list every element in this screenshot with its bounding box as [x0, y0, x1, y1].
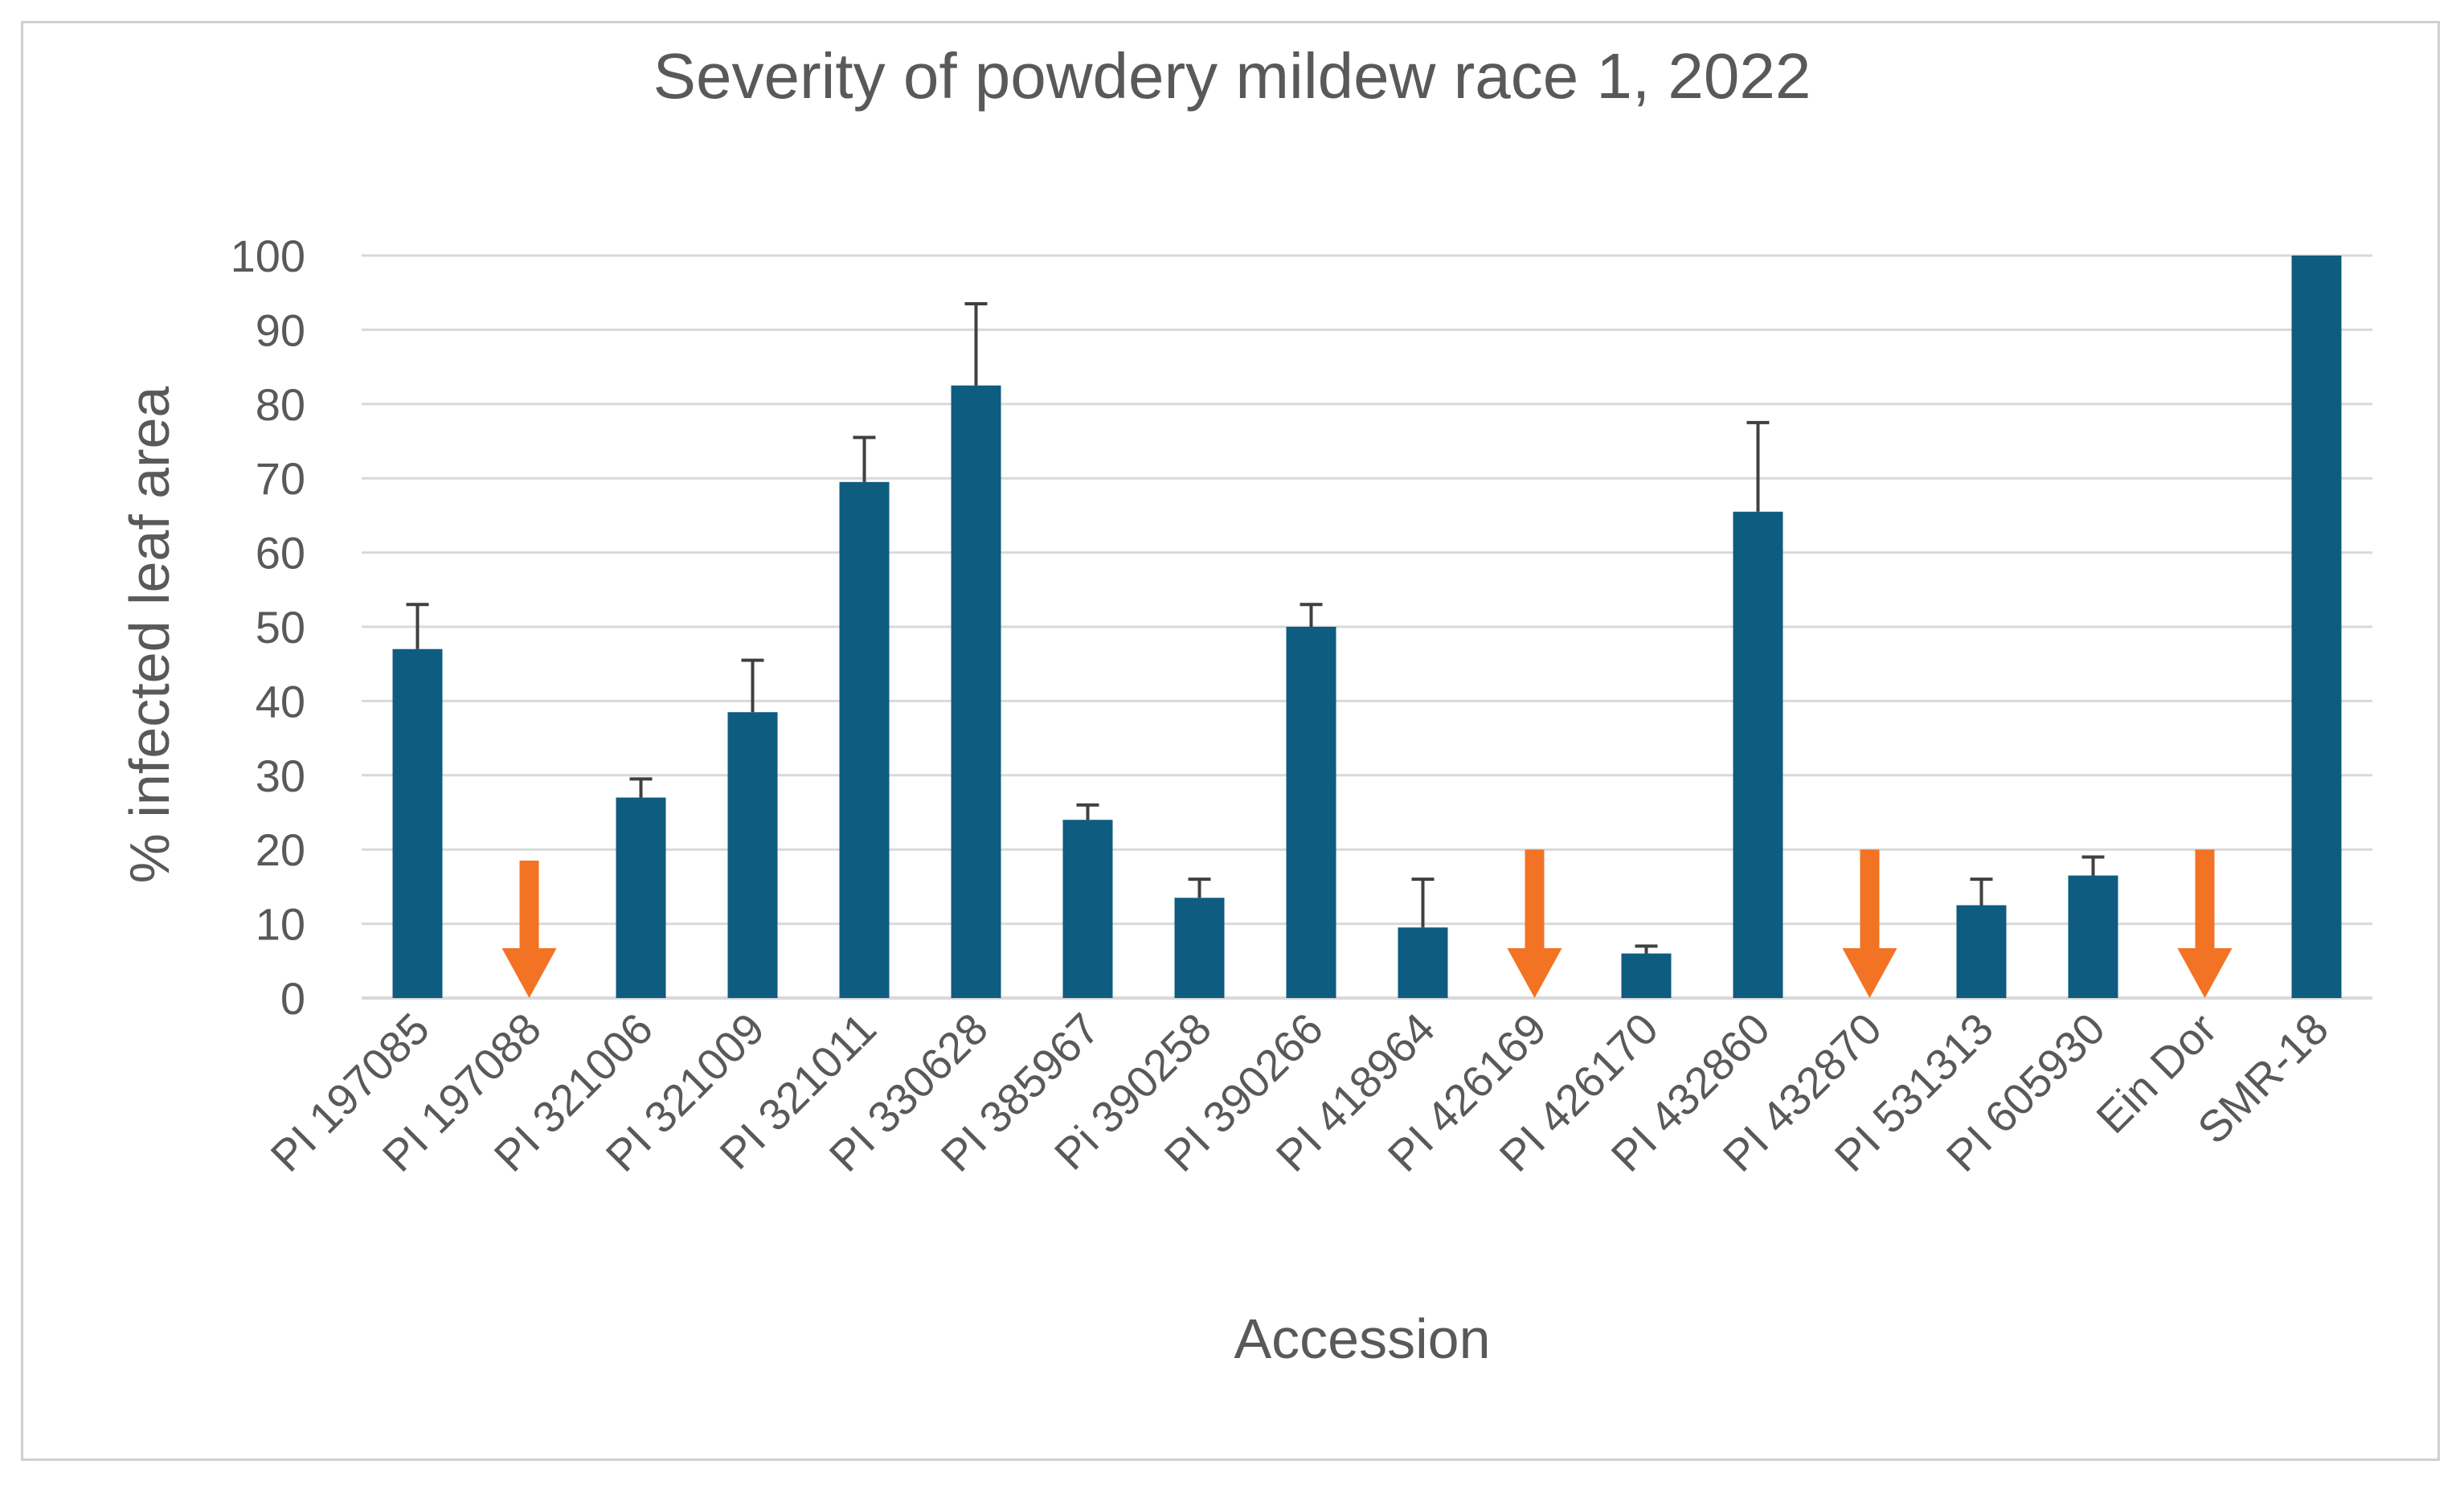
bar [2068, 875, 2118, 998]
error-bar [1300, 603, 1323, 627]
error-bar [406, 603, 429, 649]
bar [951, 385, 1001, 998]
bar [1621, 953, 1672, 998]
bar [1062, 820, 1113, 998]
y-tick-label: 70 [256, 453, 305, 504]
down-arrow [1507, 849, 1562, 998]
error-bars [406, 302, 2105, 954]
arrows [501, 849, 2233, 998]
y-tick-labels: 0 10 20 30 40 50 60 70 80 90 100 [231, 231, 305, 1024]
bar [616, 797, 666, 998]
y-tick-label: 10 [256, 899, 305, 950]
y-tick-label: 0 [280, 973, 305, 1024]
error-bar [1411, 878, 1435, 928]
y-tick-label: 50 [256, 602, 305, 652]
y-tick-label: 30 [256, 751, 305, 801]
error-bar [1635, 944, 1658, 954]
error-bar [964, 302, 988, 386]
y-tick-label: 60 [256, 528, 305, 579]
y-tick-label: 80 [256, 379, 305, 430]
gridlines [362, 254, 2372, 1000]
down-arrow [2177, 849, 2233, 998]
y-tick-label: 40 [256, 676, 305, 726]
bar [1174, 898, 1225, 998]
error-bar [1188, 878, 1211, 898]
error-bar [1076, 803, 1099, 820]
bar [2291, 256, 2342, 998]
down-arrow [1842, 849, 1897, 998]
y-tick-label: 90 [256, 305, 305, 355]
chart-title: Severity of powdery mildew race 1, 2022 [653, 40, 1811, 112]
y-axis-label: % infected leaf area [118, 387, 181, 884]
bar [1286, 627, 1336, 998]
x-axis-label: Accession [1234, 1307, 1490, 1370]
bar [1398, 927, 1448, 998]
error-bar [853, 436, 876, 482]
down-arrow [501, 861, 557, 998]
error-bar [629, 777, 653, 798]
bar [1733, 511, 1783, 998]
y-tick-label: 100 [231, 231, 305, 281]
bar [392, 648, 443, 998]
bar [727, 712, 778, 998]
error-bar [741, 658, 764, 713]
bar [1956, 905, 2007, 998]
error-bar [2081, 855, 2105, 876]
error-bar [1746, 420, 1770, 512]
bar [839, 481, 890, 998]
y-tick-label: 20 [256, 824, 305, 875]
error-bar [1970, 878, 1993, 906]
bars [392, 256, 2342, 998]
